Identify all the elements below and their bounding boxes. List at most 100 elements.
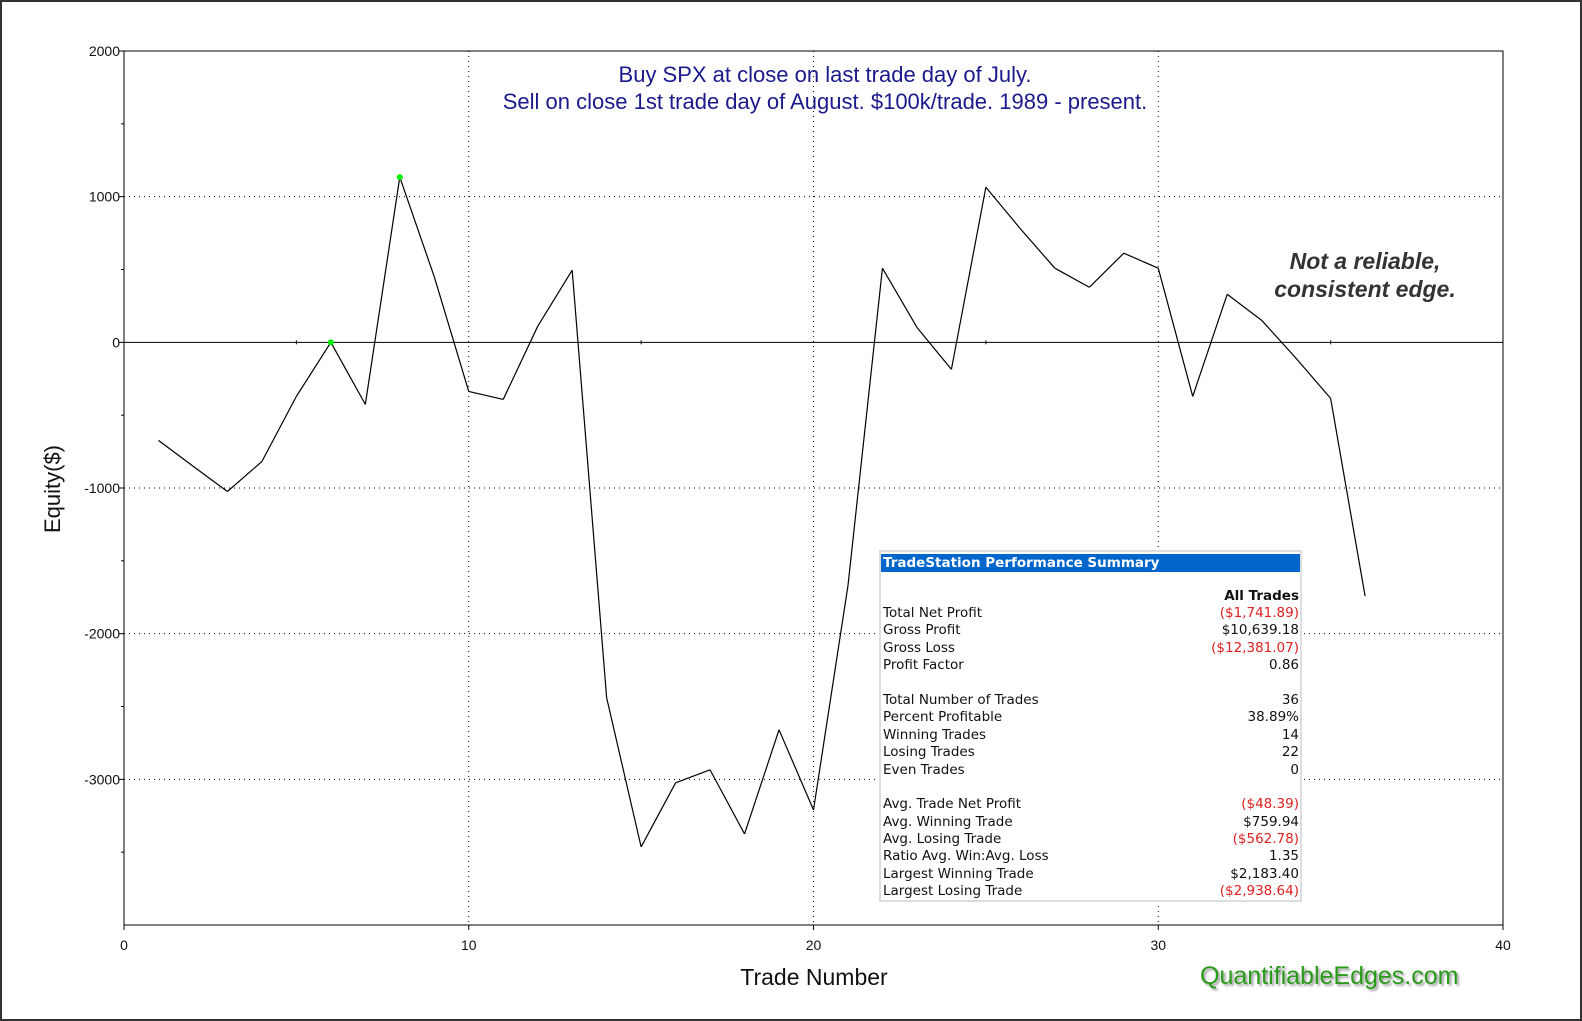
summary-column-header: All Trades xyxy=(1224,588,1299,604)
equity-line-segment xyxy=(1226,293,1263,321)
equity-line-segment xyxy=(1295,357,1332,399)
equity-line-segment xyxy=(1123,252,1159,269)
summary-row: Largest Winning Trade $2,183.40 xyxy=(881,866,1300,883)
equity-line-segment xyxy=(261,396,297,462)
y-tick-label: 2000 xyxy=(89,43,120,59)
brand-watermark: QuantifiableEdges.com xyxy=(1200,962,1459,990)
summary-label: Avg. Trade Net Profit xyxy=(883,796,1022,813)
summary-label: Avg. Losing Trade xyxy=(883,831,1002,848)
y-axis-label: Equity($) xyxy=(40,444,65,534)
x-tick-label: 20 xyxy=(806,937,822,953)
summary-value: ($12,381.07) xyxy=(1211,639,1299,656)
summary-label: Ratio Avg. Win:Avg. Loss xyxy=(883,848,1049,865)
summary-label: Total Number of Trades xyxy=(883,691,1039,708)
equity-line-segment xyxy=(364,177,401,405)
x-tick-label: 30 xyxy=(1150,937,1166,953)
annotation-line-1: Not a reliable, xyxy=(1289,248,1441,274)
equity-line-segment xyxy=(812,585,849,811)
summary-row: Gross Profit $10,639.18 xyxy=(881,622,1300,639)
summary-value: 36 xyxy=(1281,691,1299,708)
summary-label: Profit Factor xyxy=(883,657,964,674)
summary-label: Even Trades xyxy=(883,761,965,778)
summary-row: Losing Trades 22 xyxy=(881,744,1300,761)
y-tick-label: -2000 xyxy=(84,626,120,642)
summary-value: $10,639.18 xyxy=(1221,622,1299,639)
summary-row: Gross Loss ($12,381.07) xyxy=(881,640,1300,657)
equity-line-segment xyxy=(847,268,884,586)
summary-value: ($562.78) xyxy=(1232,831,1299,848)
y-tick-label: 1000 xyxy=(89,189,120,205)
performance-summary-table: TradeStation Performance Summary All Tra… xyxy=(879,550,1302,902)
highlighted-data-point xyxy=(396,174,403,181)
summary-row: Total Net Profit ($1,741.89) xyxy=(881,605,1300,622)
equity-line-segment xyxy=(399,176,435,277)
summary-label: Largest Winning Trade xyxy=(883,865,1034,882)
equity-line-segment xyxy=(778,729,815,811)
equity-line-segment xyxy=(502,326,539,400)
summary-row: Largest Losing Trade ($2,938.64) xyxy=(881,883,1300,900)
summary-value: $2,183.40 xyxy=(1230,865,1299,882)
equity-line-segment xyxy=(640,782,677,848)
summary-row: Profit Factor 0.86 xyxy=(881,657,1300,674)
summary-label: Largest Losing Trade xyxy=(883,883,1023,900)
equity-line-segment xyxy=(1330,398,1366,597)
equity-line-segment xyxy=(606,697,642,848)
equity-line-segment xyxy=(1019,228,1056,269)
summary-value: 38.89% xyxy=(1247,709,1299,726)
summary-label: Percent Profitable xyxy=(883,709,1003,726)
summary-value: 0 xyxy=(1290,761,1299,778)
summary-row: Winning Trades 14 xyxy=(881,727,1300,744)
y-tick-label: -1000 xyxy=(84,480,120,496)
equity-line-segment xyxy=(537,269,573,327)
summary-value: ($2,938.64) xyxy=(1219,883,1299,900)
y-tick-label: 0 xyxy=(112,334,120,350)
summary-row: Ratio Avg. Win:Avg. Loss 1.35 xyxy=(881,848,1300,865)
equity-line-segment xyxy=(985,186,1021,230)
summary-value: $759.94 xyxy=(1243,813,1299,830)
equity-line-segment xyxy=(916,326,952,370)
equity-line-segment xyxy=(227,461,263,492)
equity-line-segment xyxy=(1157,268,1194,397)
summary-value: 0.86 xyxy=(1268,657,1299,674)
equity-line-segment xyxy=(743,729,780,835)
summary-label: Winning Trades xyxy=(883,726,987,743)
chart-title-line-2: Sell on close 1st trade day of August. $… xyxy=(502,89,1148,114)
summary-spacer xyxy=(881,779,1300,796)
highlighted-data-point xyxy=(327,339,334,346)
summary-row: Avg. Losing Trade ($562.78) xyxy=(881,831,1300,848)
summary-label: Gross Profit xyxy=(883,622,961,639)
equity-line-segment xyxy=(158,439,194,467)
summary-label: Total Net Profit xyxy=(883,605,983,621)
summary-value: 14 xyxy=(1281,726,1299,743)
summary-row: Avg. Trade Net Profit ($48.39) xyxy=(881,796,1300,813)
summary-title: TradeStation Performance Summary xyxy=(881,554,1300,572)
summary-spacer xyxy=(881,675,1300,692)
summary-label: Gross Loss xyxy=(883,639,955,656)
summary-label: Losing Trades xyxy=(883,744,975,761)
x-tick-label: 0 xyxy=(120,937,128,953)
summary-value: ($48.39) xyxy=(1241,796,1299,813)
summary-value: 22 xyxy=(1281,744,1299,761)
equity-line-segment xyxy=(1261,319,1297,359)
equity-line-segment xyxy=(1088,252,1125,288)
x-tick-label: 40 xyxy=(1495,937,1511,953)
equity-line-segment xyxy=(192,465,228,492)
chart-title-line-1: Buy SPX at close on last trade day of Ju… xyxy=(618,62,1032,87)
summary-row: Total Number of Trades 36 xyxy=(881,692,1300,709)
summary-row: Percent Profitable 38.89% xyxy=(881,709,1300,726)
y-tick-label: -3000 xyxy=(84,771,120,787)
equity-line-segment xyxy=(950,187,987,370)
equity-line-segment xyxy=(571,270,608,698)
x-tick-label: 10 xyxy=(461,937,477,953)
equity-line-segment xyxy=(709,769,746,835)
summary-row: Even Trades 0 xyxy=(881,762,1300,779)
summary-value: 1.35 xyxy=(1268,848,1299,865)
summary-label: Avg. Winning Trade xyxy=(883,813,1013,830)
equity-line-segment xyxy=(330,342,366,405)
summary-row: Avg. Winning Trade $759.94 xyxy=(881,814,1300,831)
equity-line-segment xyxy=(881,267,918,328)
equity-line-segment xyxy=(433,276,470,392)
annotation-line-2: consistent edge. xyxy=(1274,276,1456,302)
